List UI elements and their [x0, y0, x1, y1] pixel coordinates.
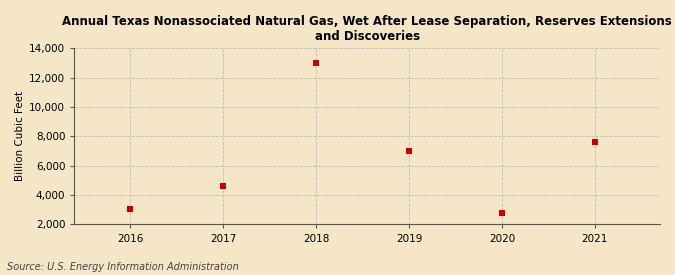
Point — [125, 207, 136, 211]
Title: Annual Texas Nonassociated Natural Gas, Wet After Lease Separation, Reserves Ext: Annual Texas Nonassociated Natural Gas, … — [62, 15, 672, 43]
Point — [589, 140, 600, 144]
Point — [404, 149, 414, 153]
Point — [497, 211, 508, 215]
Y-axis label: Billion Cubic Feet: Billion Cubic Feet — [15, 91, 25, 182]
Text: Source: U.S. Energy Information Administration: Source: U.S. Energy Information Administ… — [7, 262, 238, 272]
Point — [310, 61, 321, 65]
Point — [217, 184, 228, 188]
